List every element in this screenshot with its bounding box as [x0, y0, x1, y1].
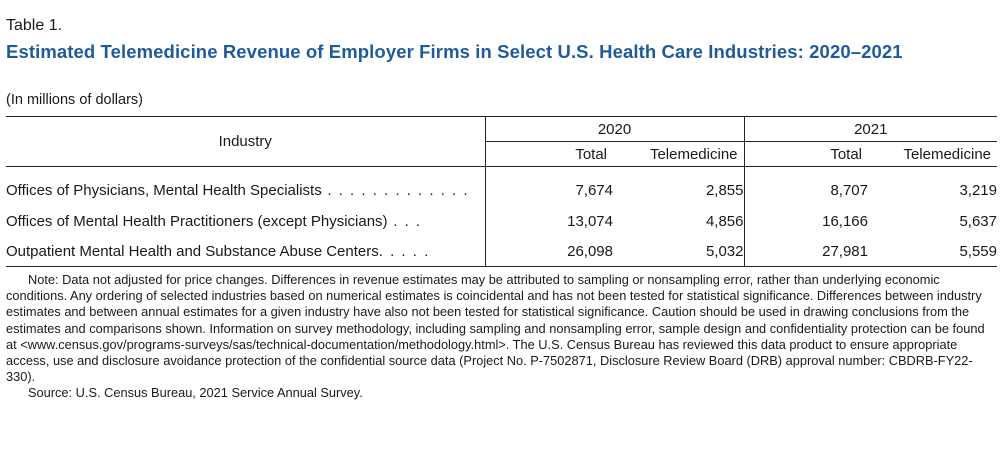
value-cell: 27,981 — [744, 236, 868, 267]
subheader-telemedicine-2020: Telemedicine — [613, 141, 745, 167]
value-cell: 26,098 — [485, 236, 613, 267]
table-row: Outpatient Mental Health and Substance A… — [6, 236, 997, 267]
year-header-2020: 2020 — [485, 116, 745, 142]
note-paragraph: Note: Data not adjusted for price change… — [6, 272, 985, 385]
dot-leader: . . . . . . . . . . . . . — [321, 181, 470, 199]
header-row-measures: Total Telemedicine Total Telemedicine — [6, 141, 997, 167]
value-cell: 8,707 — [830, 181, 868, 199]
industry-cell: Outpatient Mental Health and Substance A… — [6, 236, 486, 267]
value-cell: 13,074 — [567, 213, 613, 230]
value-cell: 2,855 — [613, 166, 745, 207]
value-cell: 3,219 — [959, 181, 997, 199]
table-number: Table 1. — [6, 17, 63, 34]
dot-leader: . . . . . — [378, 242, 430, 260]
dot-leader: . . . — [387, 213, 422, 230]
industry-label: Outpatient Mental Health and Substance A… — [6, 242, 379, 260]
header-row-years: Industry 2020 2021 — [6, 116, 997, 167]
value-cell: 5,032 — [613, 236, 745, 267]
value-cell: 5,559 — [868, 236, 997, 267]
subheader-total-2021: Total — [744, 141, 868, 167]
data-table: Industry 2020 2021 Total Telemedicine To… — [6, 116, 997, 267]
year-header-2021: 2021 — [744, 116, 997, 142]
industry-label: Offices of Physicians, Mental Health Spe… — [6, 181, 322, 199]
industry-cell: Offices of Mental Health Practitioners (… — [6, 207, 486, 236]
source-line: Source: U.S. Census Bureau, 2021 Service… — [28, 385, 363, 401]
value-cell: 4,856 — [613, 207, 745, 236]
table-subtitle: (In millions of dollars) — [6, 92, 143, 108]
value-cell: 7,674 — [575, 181, 613, 199]
subheader-total-2020: Total — [485, 141, 613, 167]
table-title: Estimated Telemedicine Revenue of Employ… — [6, 41, 903, 62]
industry-column-header: Industry — [6, 116, 486, 167]
industry-cell: Offices of Physicians, Mental Health Spe… — [6, 166, 486, 207]
subheader-telemedicine-2021: Telemedicine — [868, 141, 997, 167]
table-row: Offices of Physicians, Mental Health Spe… — [6, 166, 997, 207]
value-cell: 5,637 — [959, 213, 997, 230]
table-notes: Note: Data not adjusted for price change… — [6, 272, 996, 402]
table-row: Offices of Mental Health Practitioners (… — [6, 207, 997, 236]
value-cell: 16,166 — [822, 213, 868, 230]
industry-label: Offices of Mental Health Practitioners (… — [6, 213, 388, 230]
